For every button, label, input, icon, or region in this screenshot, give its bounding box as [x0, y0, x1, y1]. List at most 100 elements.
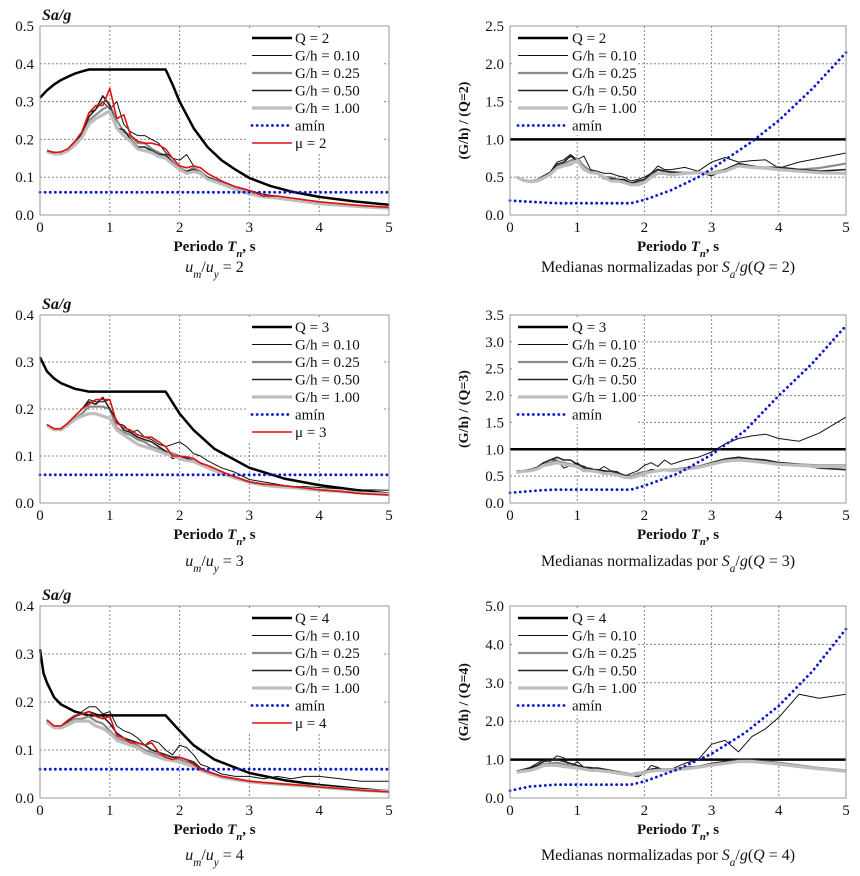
- chart-2: Q = 2 G/h = 0.10G/h = 0.25 G/h = 0.50G/h =…: [457, 19, 850, 281]
- x-tick-label: 2: [641, 508, 649, 524]
- x-tick-label: 0: [506, 803, 514, 819]
- legend-label: μ = 4: [295, 716, 327, 732]
- x-tick-label: 4: [315, 508, 323, 524]
- legend-label: G/h = 0.10: [295, 338, 360, 354]
- y-tick-label: 0.0: [485, 496, 504, 512]
- plot-frame: [39, 314, 390, 504]
- x-tick-label: 5: [385, 803, 393, 819]
- legend-label: G/h = 0.25: [295, 646, 360, 662]
- subplot-caption: Medianas normalizadas por Sa/g(Q = 2): [541, 259, 795, 281]
- subplot-caption: Medianas normalizadas por Sa/g(Q = 3): [541, 553, 795, 575]
- y-axis-label: Sa/g: [42, 587, 71, 604]
- series-line-g100: [46, 412, 390, 497]
- y-tick-label: 0.2: [15, 132, 34, 148]
- plot-frame: [509, 314, 847, 504]
- y-tick-label: 0.5: [485, 170, 504, 186]
- x-tick-label: 0: [506, 220, 514, 236]
- x-tick-label: 4: [775, 803, 783, 819]
- legend-label: Q = 3: [295, 320, 329, 336]
- x-tick-label: 2: [176, 508, 184, 524]
- y-tick-label: 0.0: [15, 208, 34, 224]
- x-tick-label: 5: [842, 220, 850, 236]
- subplot-caption: um/uy = 2: [185, 259, 244, 281]
- y-tick-label: 2.5: [485, 19, 504, 35]
- x-tick-label: 0: [36, 803, 44, 819]
- x-axis-label: Periodo Tn, s: [173, 527, 255, 548]
- y-tick-label: 0.5: [485, 469, 504, 485]
- legend-background: [514, 608, 636, 715]
- x-tick-label: 5: [842, 508, 850, 524]
- chart-3: Q = 3 G/h = 0.10G/h = 0.25 G/h = 0.50G/h =…: [15, 296, 393, 575]
- subplot-caption: um/uy = 4: [185, 847, 244, 869]
- x-tick-label: 1: [573, 803, 581, 819]
- y-tick-label: 0.0: [15, 496, 34, 512]
- y-tick-label: 2.0: [485, 389, 504, 405]
- series-line-mu: [46, 87, 390, 209]
- x-tick-label: 4: [775, 220, 783, 236]
- legend-label: G/h = 1.00: [295, 390, 360, 406]
- y-tick-label: 0.0: [15, 791, 34, 807]
- x-tick-label: 1: [573, 508, 581, 524]
- legend-label: amín: [295, 119, 325, 135]
- y-tick-label: 0.4: [15, 308, 34, 324]
- x-tick-label: 2: [176, 803, 184, 819]
- series-line-design: [38, 649, 390, 793]
- legend-label: G/h = 0.50: [295, 373, 360, 389]
- y-tick-label: 2.5: [485, 362, 504, 378]
- x-tick-label: 2: [641, 803, 649, 819]
- legend-label: amín: [572, 408, 602, 424]
- chart-1: Q = 2 G/h = 0.10G/h = 0.25 G/h = 0.50G/h =…: [15, 7, 393, 281]
- y-tick-label: 0.1: [15, 743, 34, 759]
- series-line-g100: [46, 109, 390, 210]
- x-tick-label: 5: [842, 803, 850, 819]
- x-tick-label: 2: [641, 220, 649, 236]
- series-line-g100: [516, 458, 846, 480]
- y-tick-label: 0.2: [15, 402, 34, 418]
- plot-frame: [39, 605, 390, 799]
- y-tick-label: 3.0: [485, 676, 504, 692]
- legend-background: [514, 28, 636, 135]
- y-tick-label: 0.1: [15, 449, 34, 465]
- y-axis-label: (G/h) / (Q=2): [457, 81, 472, 159]
- y-axis-label: (G/h) / (Q=3): [457, 370, 472, 448]
- x-tick-label: 1: [106, 803, 114, 819]
- x-axis-label: Periodo Tn, s: [173, 239, 255, 260]
- legend-label: G/h = 0.50: [295, 664, 360, 680]
- series-line-amin: [508, 627, 848, 793]
- x-tick-label: 3: [708, 803, 716, 819]
- legend-label: μ = 3: [295, 425, 327, 441]
- x-axis-label: Periodo Tn, s: [637, 822, 719, 843]
- legend-label: G/h = 1.00: [572, 390, 637, 406]
- y-tick-label: 0.0: [485, 791, 504, 807]
- legend-label: G/h = 1.00: [295, 681, 360, 697]
- legend-label: G/h = 0.25: [572, 66, 637, 82]
- plot-frame: [39, 25, 390, 216]
- legend-label: G/h = 0.10: [572, 338, 637, 354]
- x-tick-label: 3: [708, 508, 716, 524]
- legend-label: G/h = 1.00: [572, 681, 637, 697]
- plot-frame: [509, 605, 847, 799]
- y-tick-label: 5.0: [485, 599, 504, 615]
- series-line-g010: [516, 416, 847, 477]
- subplot-caption: um/uy = 3: [185, 553, 244, 575]
- y-tick-label: 2.0: [485, 714, 504, 730]
- legend-label: G/h = 0.10: [295, 49, 360, 65]
- y-tick-label: 1.0: [485, 753, 504, 769]
- series-line-design: [38, 356, 390, 495]
- y-tick-label: 0.1: [15, 170, 34, 186]
- y-tick-label: 1.5: [485, 95, 504, 111]
- x-axis-label: Periodo Tn, s: [637, 527, 719, 548]
- legend-label: Q = 4: [295, 611, 330, 627]
- y-tick-label: 0.4: [15, 599, 34, 615]
- legend-label: G/h = 1.00: [572, 101, 637, 117]
- series-line-g010: [46, 706, 389, 782]
- x-tick-label: 4: [315, 803, 323, 819]
- chart-5: Q = 4 G/h = 0.10G/h = 0.25 G/h = 0.50G/h =…: [15, 587, 393, 869]
- x-tick-label: 3: [246, 220, 254, 236]
- x-tick-label: 0: [506, 508, 514, 524]
- x-tick-label: 1: [106, 508, 114, 524]
- series-line-mu: [46, 710, 390, 793]
- y-tick-label: 0.2: [15, 695, 34, 711]
- y-tick-label: 0.3: [15, 647, 34, 663]
